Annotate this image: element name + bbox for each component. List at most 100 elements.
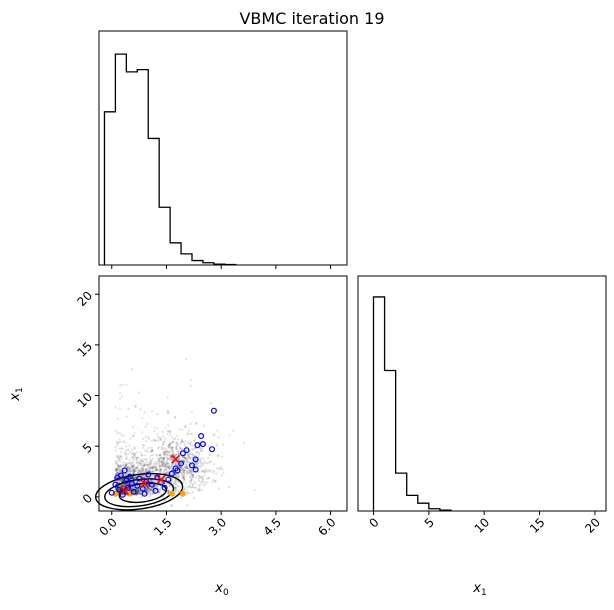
posterior-sample <box>146 463 149 466</box>
posterior-sample <box>138 489 141 492</box>
posterior-sample <box>148 490 152 493</box>
posterior-sample <box>168 467 171 470</box>
posterior-sample <box>158 490 161 493</box>
posterior-sample <box>147 487 151 491</box>
posterior-sample <box>148 467 152 471</box>
posterior-sample <box>159 453 162 456</box>
posterior-sample <box>139 462 142 465</box>
posterior-sample <box>126 466 129 469</box>
posterior-sample <box>155 468 158 471</box>
posterior-sample <box>167 446 170 449</box>
posterior-sample <box>159 457 162 460</box>
posterior-sample <box>149 462 152 465</box>
posterior-sample <box>167 451 170 455</box>
training-point <box>145 471 152 478</box>
posterior-sample <box>215 466 218 470</box>
posterior-sample <box>115 471 118 474</box>
posterior-sample <box>184 463 187 466</box>
posterior-sample <box>151 466 154 470</box>
posterior-sample <box>135 493 138 496</box>
posterior-sample <box>139 459 142 462</box>
posterior-sample <box>171 441 174 444</box>
posterior-sample <box>191 448 194 451</box>
posterior-sample <box>180 440 183 443</box>
posterior-sample <box>141 464 145 467</box>
posterior-sample <box>200 448 203 451</box>
posterior-sample <box>145 469 148 473</box>
posterior-sample <box>190 384 193 387</box>
posterior-sample <box>142 458 145 461</box>
posterior-sample <box>171 446 174 450</box>
posterior-sample <box>197 454 200 457</box>
posterior-sample <box>182 471 185 474</box>
posterior-sample <box>136 471 139 474</box>
posterior-sample <box>148 469 151 472</box>
posterior-sample <box>133 477 136 480</box>
posterior-sample <box>174 483 177 486</box>
posterior-sample <box>173 454 176 457</box>
posterior-sample <box>180 461 183 464</box>
posterior-sample <box>160 481 163 485</box>
posterior-sample <box>169 430 172 433</box>
posterior-sample <box>168 465 171 468</box>
posterior-sample <box>149 457 152 460</box>
posterior-sample <box>120 479 123 482</box>
posterior-sample <box>171 478 174 481</box>
posterior-sample <box>151 492 154 495</box>
posterior-sample <box>135 461 138 464</box>
posterior-sample <box>138 471 141 474</box>
posterior-sample <box>130 482 133 485</box>
posterior-sample <box>122 484 125 487</box>
posterior-sample <box>160 460 163 463</box>
posterior-sample <box>152 479 155 482</box>
training-point <box>183 447 190 454</box>
posterior-sample <box>139 463 142 466</box>
posterior-sample <box>124 483 127 487</box>
posterior-sample <box>136 490 139 493</box>
posterior-sample <box>135 458 138 461</box>
posterior-sample <box>157 457 160 460</box>
posterior-sample <box>192 439 195 442</box>
posterior-sample <box>140 467 143 470</box>
posterior-sample <box>132 486 135 489</box>
posterior-sample <box>144 492 147 495</box>
posterior-sample <box>176 489 180 492</box>
posterior-sample <box>170 480 173 483</box>
posterior-sample <box>158 465 161 468</box>
posterior-sample <box>203 470 206 473</box>
posterior-sample <box>174 446 178 449</box>
posterior-sample <box>141 469 144 472</box>
posterior-sample <box>135 469 138 473</box>
posterior-sample <box>160 471 163 474</box>
posterior-sample <box>127 468 130 471</box>
posterior-sample <box>136 467 139 470</box>
posterior-sample <box>176 485 179 488</box>
posterior-sample <box>180 440 183 443</box>
posterior-sample <box>117 459 120 462</box>
posterior-sample <box>146 422 149 425</box>
posterior-sample <box>132 471 135 474</box>
posterior-sample <box>118 466 121 469</box>
posterior-sample <box>169 457 172 460</box>
posterior-sample <box>115 467 118 470</box>
posterior-sample <box>160 464 163 467</box>
posterior-sample <box>125 463 128 466</box>
posterior-sample <box>151 467 154 470</box>
posterior-sample <box>141 464 144 468</box>
posterior-sample <box>200 457 203 460</box>
x1-marginal-x-tick-label: 0 <box>366 515 381 530</box>
posterior-sample <box>158 454 161 457</box>
posterior-sample <box>171 458 174 461</box>
posterior-sample <box>137 490 140 493</box>
posterior-sample <box>156 426 159 429</box>
posterior-sample <box>155 485 158 488</box>
posterior-sample <box>122 469 125 472</box>
posterior-sample <box>140 474 144 477</box>
posterior-sample <box>183 442 186 445</box>
posterior-sample <box>163 468 166 471</box>
posterior-sample <box>168 450 171 453</box>
posterior-sample <box>188 484 191 487</box>
x0-histogram-step <box>103 53 237 266</box>
posterior-sample <box>203 471 206 474</box>
